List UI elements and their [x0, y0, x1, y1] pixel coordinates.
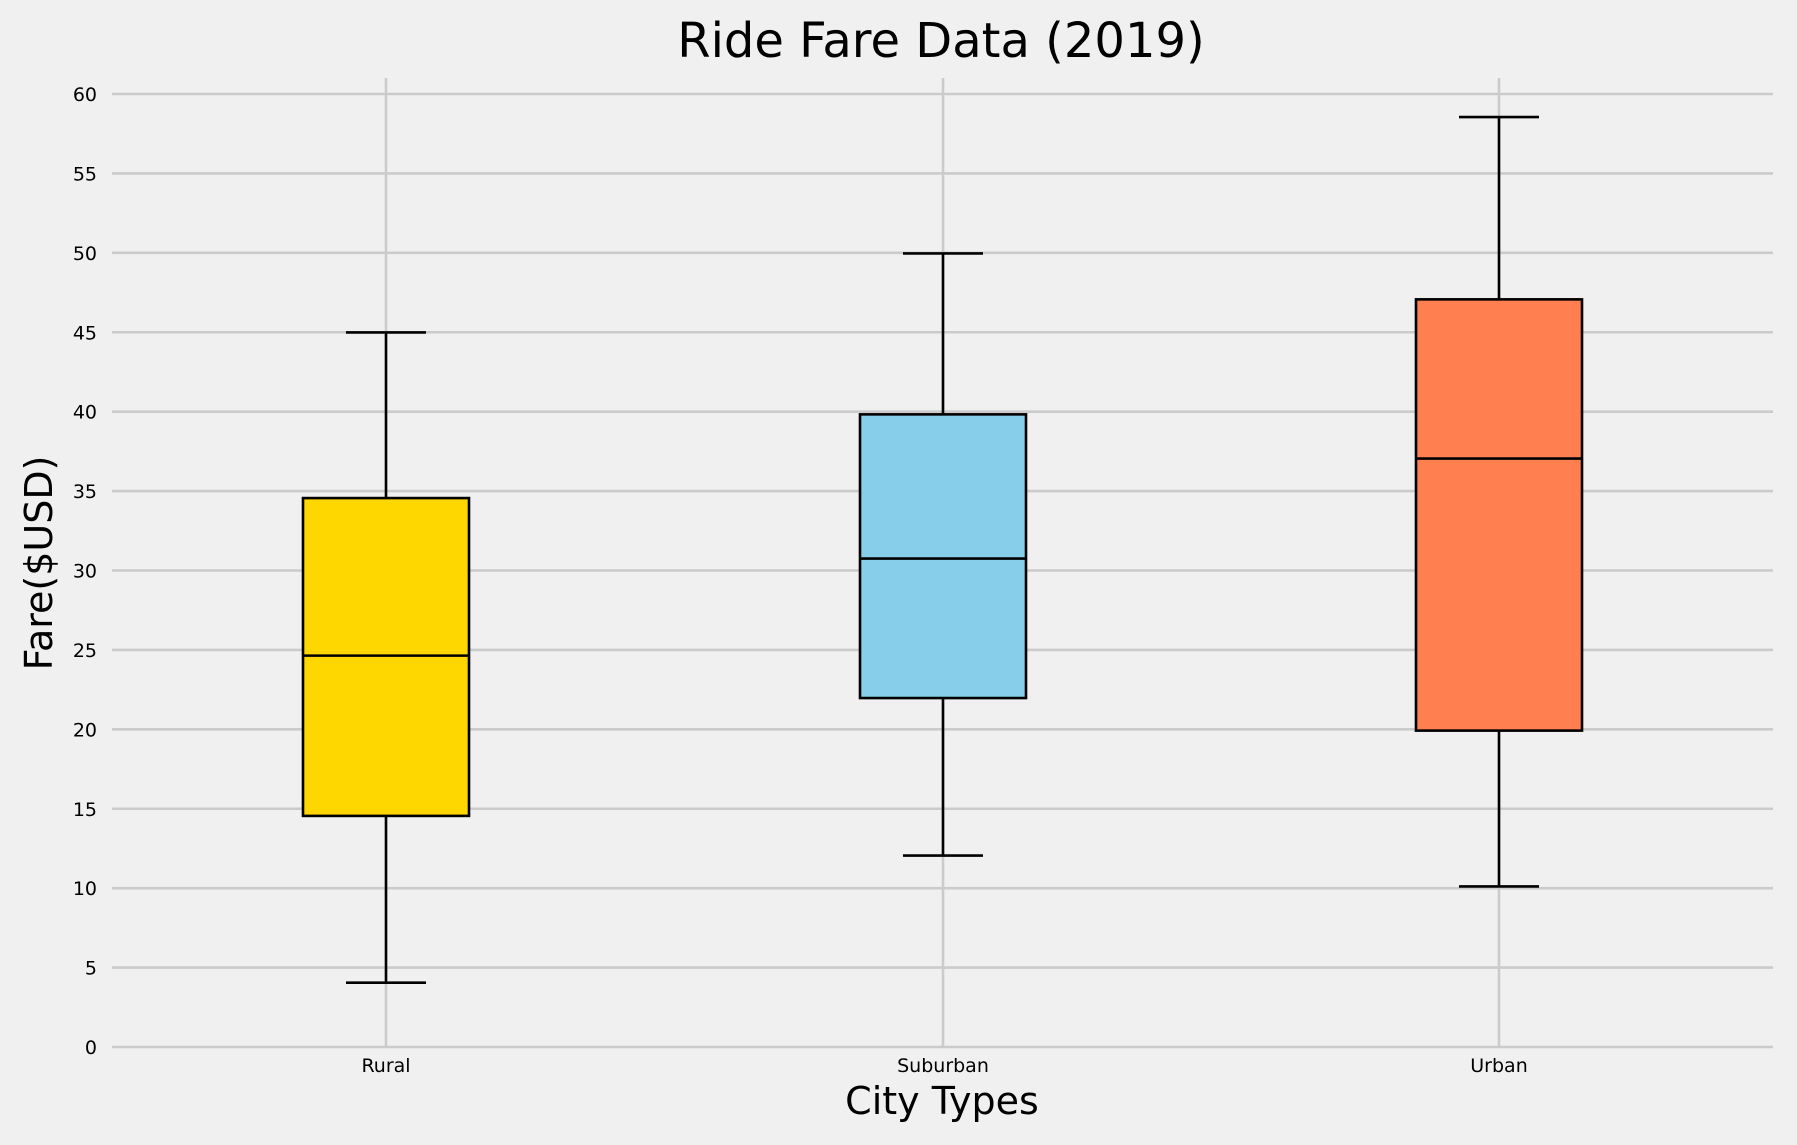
y-tick-label: 55: [73, 163, 97, 185]
iqr-box: [858, 413, 1028, 700]
y-axis-label: Fare($USD): [17, 456, 61, 671]
box-suburban: [858, 252, 1028, 857]
x-tick-label: Urban: [1470, 1055, 1527, 1077]
y-tick-label: 15: [73, 799, 97, 821]
box-rural: [301, 331, 471, 984]
y-tick-label: 10: [73, 878, 97, 900]
y-tick-label: 30: [73, 561, 97, 583]
iqr-box: [301, 496, 471, 818]
box-urban: [1414, 115, 1584, 888]
y-tick-label: 50: [73, 243, 97, 265]
y-axis-ticks: 0 5 10 15 20 25 30 35 40 45 50 55 60: [73, 84, 97, 1059]
y-tick-label: 5: [85, 958, 97, 980]
y-tick-label: 25: [73, 640, 97, 662]
y-tick-label: 40: [73, 402, 97, 424]
x-tick-label: Rural: [361, 1055, 410, 1077]
x-axis-ticks: Rural Suburban Urban: [361, 1055, 1527, 1077]
y-tick-label: 35: [73, 481, 97, 503]
y-tick-label: 0: [85, 1037, 97, 1059]
y-tick-label: 20: [73, 719, 97, 741]
chart-title: Ride Fare Data (2019): [677, 13, 1205, 69]
box-series: [301, 115, 1584, 984]
y-tick-label: 45: [73, 322, 97, 344]
y-tick-label: 60: [73, 84, 97, 106]
iqr-box: [1414, 298, 1584, 732]
x-axis-label: City Types: [845, 1079, 1039, 1123]
x-tick-label: Suburban: [897, 1055, 989, 1077]
